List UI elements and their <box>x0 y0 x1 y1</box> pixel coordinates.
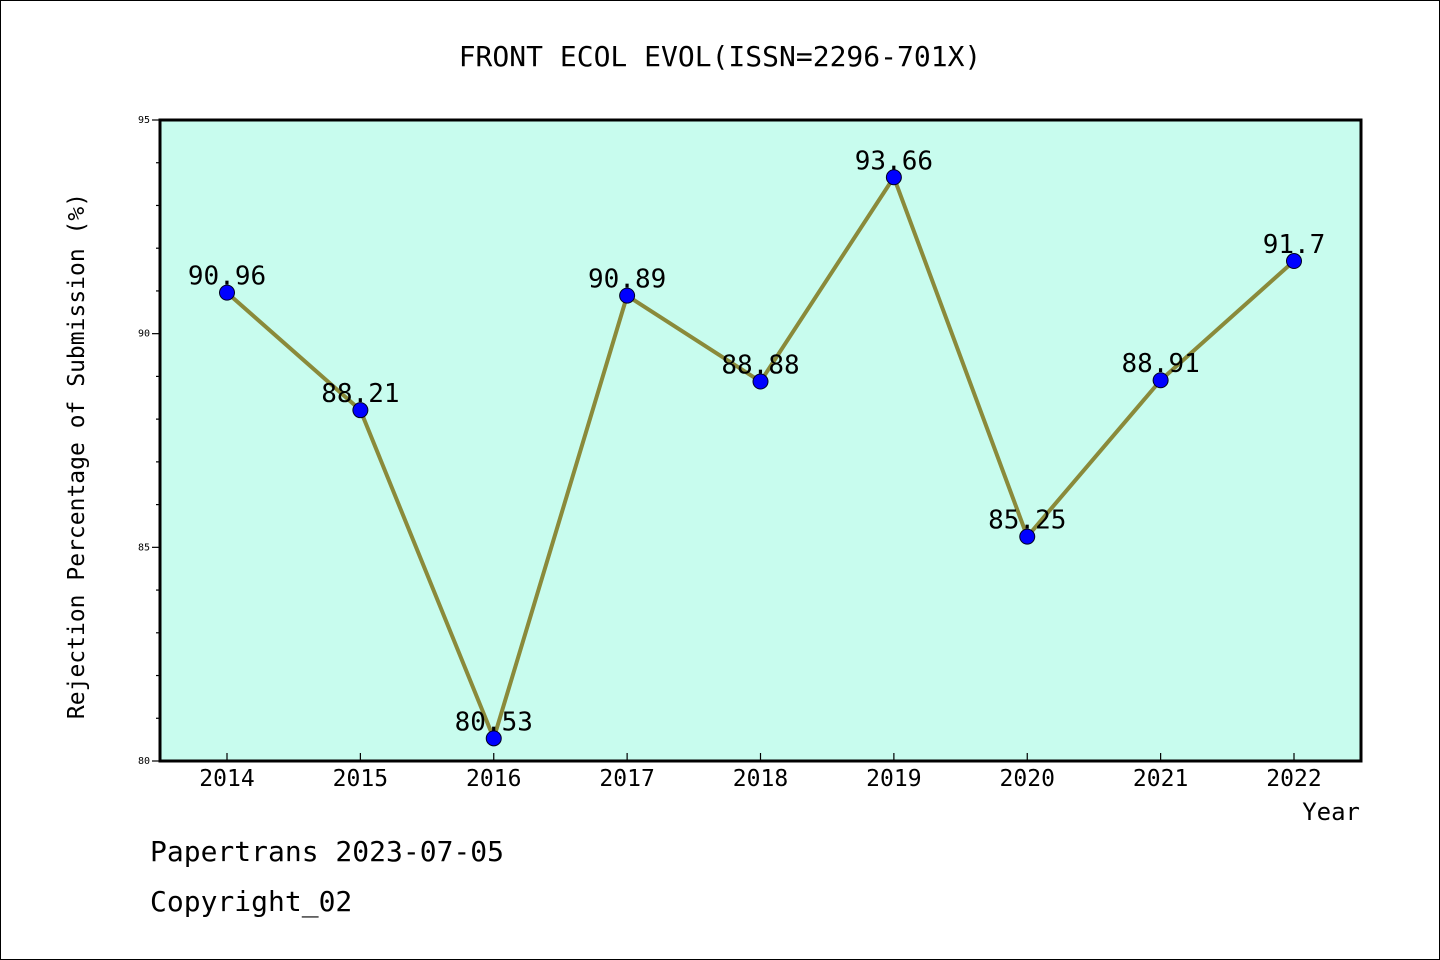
y-axis-ticks: 80 85 90 95 <box>138 115 160 767</box>
data-point <box>619 287 636 304</box>
chart-title: FRONT ECOL EVOL(ISSN=2296-701X) <box>459 40 982 73</box>
data-markers <box>219 169 1302 747</box>
data-point <box>1152 372 1169 389</box>
x-tick-label: 2022 <box>1266 766 1321 792</box>
data-label: 91.7 <box>1263 230 1326 260</box>
data-point <box>352 402 369 419</box>
x-tick-label: 2020 <box>1000 766 1055 792</box>
y-axis-label: Rejection Percentage of Submission (%) <box>64 193 90 719</box>
plot-area <box>158 118 1363 763</box>
footer-date-text: Papertrans 2023-07-05 <box>150 835 505 868</box>
data-label: 88.91 <box>1121 349 1199 379</box>
data-point <box>752 373 769 390</box>
x-tick-label: 2018 <box>733 766 788 792</box>
data-labels: 90.96 88.21 80.53 90.89 88.88 93.66 85.25 88.91… <box>188 146 1325 737</box>
data-label: 90.89 <box>588 265 666 295</box>
data-label: 85.25 <box>988 506 1066 536</box>
data-label: 80.53 <box>455 707 533 737</box>
x-tick-label: 2015 <box>333 766 388 792</box>
x-tick-label: 2019 <box>866 766 921 792</box>
data-label: 88.21 <box>321 379 399 409</box>
x-tick-label: 2016 <box>466 766 521 792</box>
data-point <box>1286 253 1302 270</box>
y-tick-label: 90 <box>138 329 150 340</box>
data-point <box>485 730 502 747</box>
x-tick-label: 2014 <box>199 766 254 792</box>
y-tick-label: 85 <box>138 542 150 553</box>
y-tick-label: 80 <box>138 756 150 767</box>
x-tick-label: 2021 <box>1133 766 1188 792</box>
y-tick-label: 95 <box>138 115 150 126</box>
x-axis-label: Year <box>1302 798 1360 826</box>
x-tick-label: 2017 <box>599 766 654 792</box>
x-axis-ticks: 2014 2015 2016 2017 2018 2019 2020 2021 2022 <box>199 753 1322 792</box>
data-point <box>219 284 235 301</box>
data-label: 93.66 <box>855 146 933 176</box>
data-point <box>885 169 902 186</box>
data-label: 90.96 <box>188 262 266 292</box>
data-label: 88.88 <box>721 351 799 381</box>
footer-copyright-text: Copyright_02 <box>150 885 353 918</box>
data-point <box>1019 528 1036 545</box>
